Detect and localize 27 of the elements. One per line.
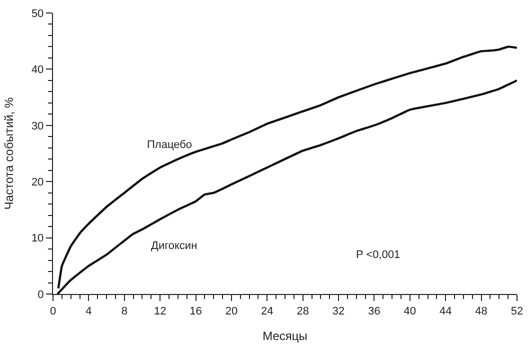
series-label: Плацебо — [147, 139, 192, 151]
x-tick-label: 40 — [404, 305, 416, 318]
x-tick-label: 12 — [154, 305, 166, 318]
y-tick-label: 30 — [31, 120, 44, 132]
y-tick-label: 20 — [31, 176, 44, 188]
y-tick-label: 0 — [38, 288, 44, 301]
x-tick-label: 28 — [296, 305, 309, 318]
y-axis-title: Частота событий, % — [2, 96, 16, 210]
x-tick-label: 44 — [439, 305, 452, 318]
line-series — [56, 79, 517, 294]
x-tick-label: 24 — [261, 305, 274, 318]
x-tick-label: 16 — [190, 305, 202, 318]
x-tick-label: 0 — [50, 305, 56, 318]
x-tick-label: 4 — [86, 305, 92, 318]
series-label: Дигоксин — [151, 240, 198, 252]
x-tick-label: 20 — [225, 305, 238, 318]
x-tick-label: 48 — [475, 305, 488, 318]
x-axis-title: Месяцы — [262, 329, 308, 344]
x-tick-label: 32 — [332, 305, 345, 318]
x-tick-label: 8 — [121, 305, 128, 318]
y-tick-label: 10 — [31, 232, 44, 245]
y-tick-label: 40 — [31, 64, 44, 76]
y-tick-label: 50 — [31, 8, 44, 20]
line-series — [57, 46, 517, 290]
x-tick-label: 36 — [368, 305, 380, 318]
x-tick-label: 52 — [510, 305, 524, 318]
annotation: P <0,001 — [356, 249, 400, 261]
